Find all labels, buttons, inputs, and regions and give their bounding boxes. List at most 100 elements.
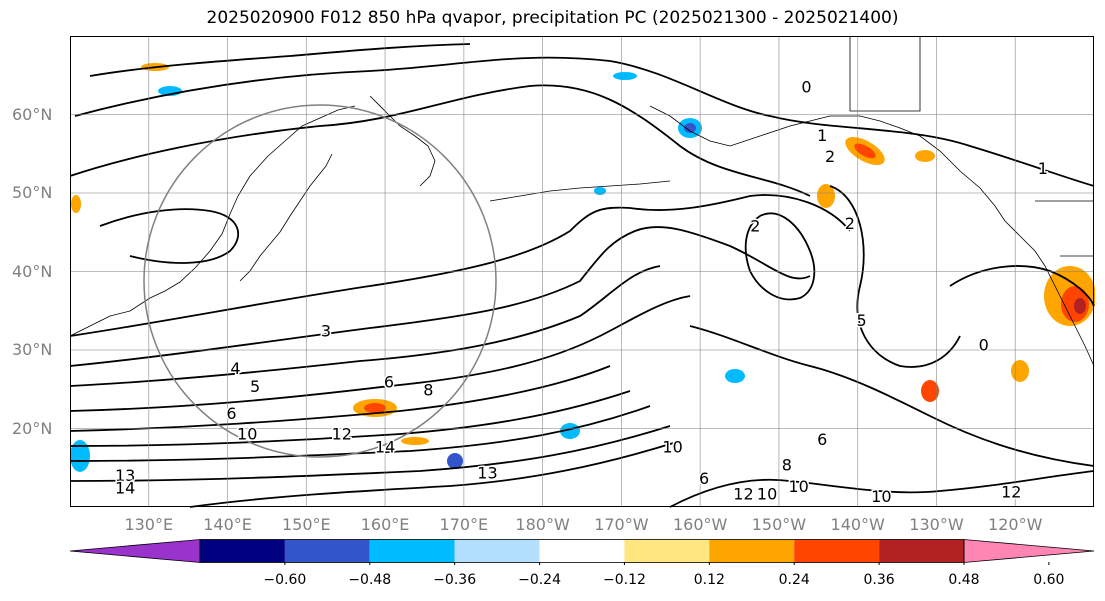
colorbar-tick-label: −0.36 [433,572,477,588]
colorbar-tick-label: 0.60 [1033,572,1065,588]
colorbar-tick-label: 0.36 [863,572,895,588]
contour-line [70,390,631,447]
precip-patch [613,72,637,80]
colorbar-tick-label: 0.12 [693,572,725,588]
reference-circle [143,104,497,458]
contour-label: 6 [384,372,394,391]
contour-label: 0 [979,336,989,355]
precip-patch [560,423,580,439]
lon-label: 130°W [909,515,964,534]
coastline-asia [70,105,356,337]
contour-label: 2 [750,216,760,235]
contour-label: 0 [801,77,811,96]
precip-patch [921,380,939,402]
lon-label: 140°E [203,515,252,534]
colorbar [70,539,1095,565]
precip-patch [594,187,606,195]
colorbar-tick-label: −0.12 [602,572,646,588]
lon-label: 120°W [988,515,1043,534]
contour-label: 6 [699,469,709,488]
contour-label: 13 [115,466,135,485]
colorbar-extend-min [70,539,201,563]
lon-label: 150°W [751,515,807,534]
contour-label: 12 [332,424,352,443]
precip-patch [70,440,90,472]
contour-label: 1 [1038,159,1048,178]
colorbar-segment [624,539,710,563]
map-title: 2025020900 F012 850 hPa qvapor, precipit… [206,8,899,28]
precip-patch [725,369,745,383]
contour-label: 14 [375,438,395,457]
colorbar-segment [709,539,795,563]
colorbar-segment [454,539,540,563]
lat-label: 60°N [12,104,53,124]
contour-line [70,405,651,462]
contour-label: 10 [237,424,257,443]
coastline-kamchatka [369,95,436,187]
lon-label: 180°W [515,515,570,534]
contour-label: 8 [423,380,433,399]
colorbar-segment [369,539,455,563]
border-canada [849,36,921,112]
precip-patch [71,195,81,213]
contour-label: 6 [226,404,236,423]
lon-label: 130°E [124,515,174,534]
precip-patch [1011,360,1029,382]
contour-label: 12 [1001,482,1021,501]
qvapor-contours [70,43,1095,508]
contour-label: 8 [782,456,792,475]
coastline-japan [239,153,333,282]
lon-label: 170°E [439,515,489,534]
precip-patch [684,123,696,133]
contour-line [70,226,811,367]
lon-label: 140°W [830,515,885,534]
lat-label: 30°N [12,340,53,359]
contour-label: 4 [230,359,240,378]
contour-label: 5 [250,377,260,396]
gridlines [70,36,1094,507]
contour-label: 2 [845,214,855,233]
precip-patch [364,403,386,413]
precip-patch [854,143,876,159]
contour-line [189,440,681,508]
contour-label: 6 [817,430,827,449]
contour-label: 10 [757,485,777,504]
contour-label: 10 [871,487,891,506]
precip-patch [915,150,935,162]
contour-line [70,194,851,337]
contour-label: 14 [115,478,135,497]
precip-patch [447,453,463,469]
precip-patch [817,184,835,208]
coastline-namerica [1004,220,1095,367]
colorbar-extend-max [963,539,1095,563]
contour-line [949,265,1095,307]
colorbar-segment [284,539,370,563]
coastline-alaska [649,105,1006,222]
aleutians [489,180,671,202]
contour-line [744,212,816,301]
contour-label: 1 [817,126,827,145]
contour-label: 5 [857,311,867,330]
contour-line [669,470,1095,508]
colorbar-frame [199,539,965,563]
colorbar-tick-label: −0.60 [263,572,307,588]
colorbar-tick-label: −0.24 [518,572,561,588]
coastlines [70,36,1095,367]
contour-line [74,56,1095,187]
colorbar-segment [539,539,625,563]
colorbar-tick-label: −0.48 [348,572,392,588]
colorbar-segment [200,539,285,563]
colorbar-tick-label: 0.24 [778,572,810,588]
lon-label: 150°E [281,515,331,534]
colorbar-tick-label: 0.48 [948,572,980,588]
contour-line [70,425,671,482]
precip-patches [70,63,1095,472]
contour-line [689,325,1095,467]
contour-label: 13 [477,464,497,483]
lat-label: 20°N [12,418,53,438]
contour-label: 2 [825,147,835,166]
contour-line [70,365,611,432]
contour-line [70,265,661,387]
